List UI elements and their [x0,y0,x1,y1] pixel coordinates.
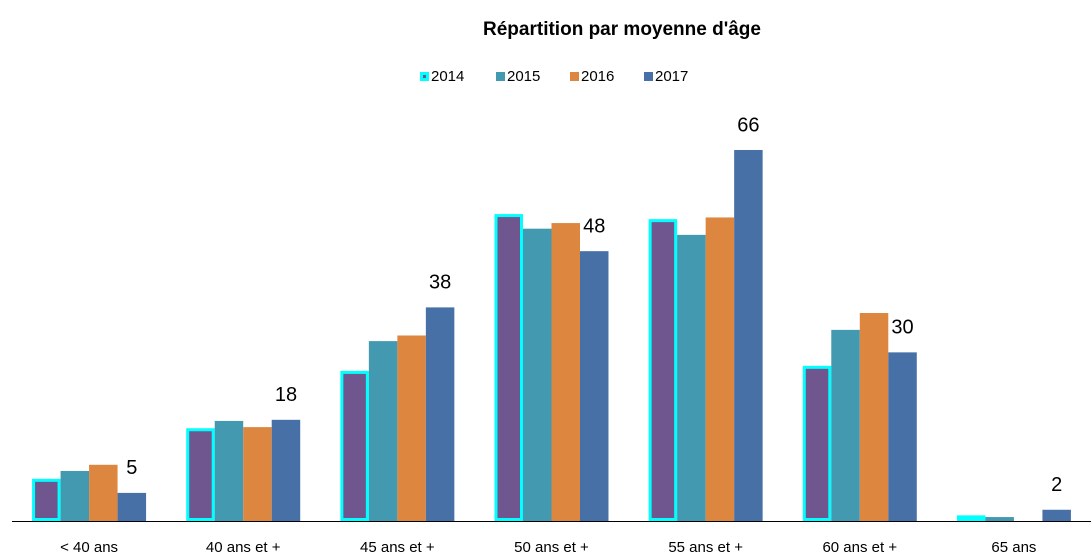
bar [831,329,860,521]
bar [494,214,523,521]
bar [734,149,763,521]
data-label: 48 [583,215,605,237]
bar [368,341,398,521]
bar [580,251,609,521]
data-label: 30 [891,317,913,339]
bar [214,420,244,521]
legend-swatch [644,72,653,81]
bar [186,428,215,521]
x-tick-label: < 40 ans [60,539,118,556]
x-tick-label: 55 ans et + [668,539,743,556]
x-tick-label: 65 ans [991,539,1036,556]
chart-title: Répartition par moyenne d'âge [483,19,761,40]
data-label: 66 [737,114,759,136]
data-label: 5 [126,457,137,479]
bar [397,335,426,521]
legend-swatch [496,72,505,81]
bar [956,515,986,522]
bar [60,470,90,521]
bar [523,228,552,521]
legend-swatch [570,72,579,81]
bar [32,478,61,522]
bar [888,352,917,521]
data-label: 2 [1051,474,1062,496]
bar [117,492,147,521]
x-tick-label: 60 ans et + [822,539,897,556]
bar [859,313,889,521]
bar [271,419,301,521]
bar [1042,509,1071,521]
bar [89,464,118,521]
bar [985,517,1014,521]
bar [802,365,832,521]
bar [648,219,678,522]
legend-label: 2017 [655,68,688,85]
bar [425,307,455,521]
bar [705,217,735,521]
legend-label: 2016 [581,68,614,85]
bar [243,427,272,521]
data-label: 18 [275,384,297,406]
bar [677,234,706,521]
x-tick-label: 40 ans et + [206,539,281,556]
x-tick-label: 45 ans et + [360,539,435,556]
bar [340,370,369,522]
legend-label: 2015 [507,68,540,85]
x-tick-label: 50 ans et + [514,539,589,556]
data-label: 38 [429,272,451,294]
legend-label: 2014 [431,68,464,85]
bar [551,223,580,522]
legend-swatch-inner [423,75,426,78]
